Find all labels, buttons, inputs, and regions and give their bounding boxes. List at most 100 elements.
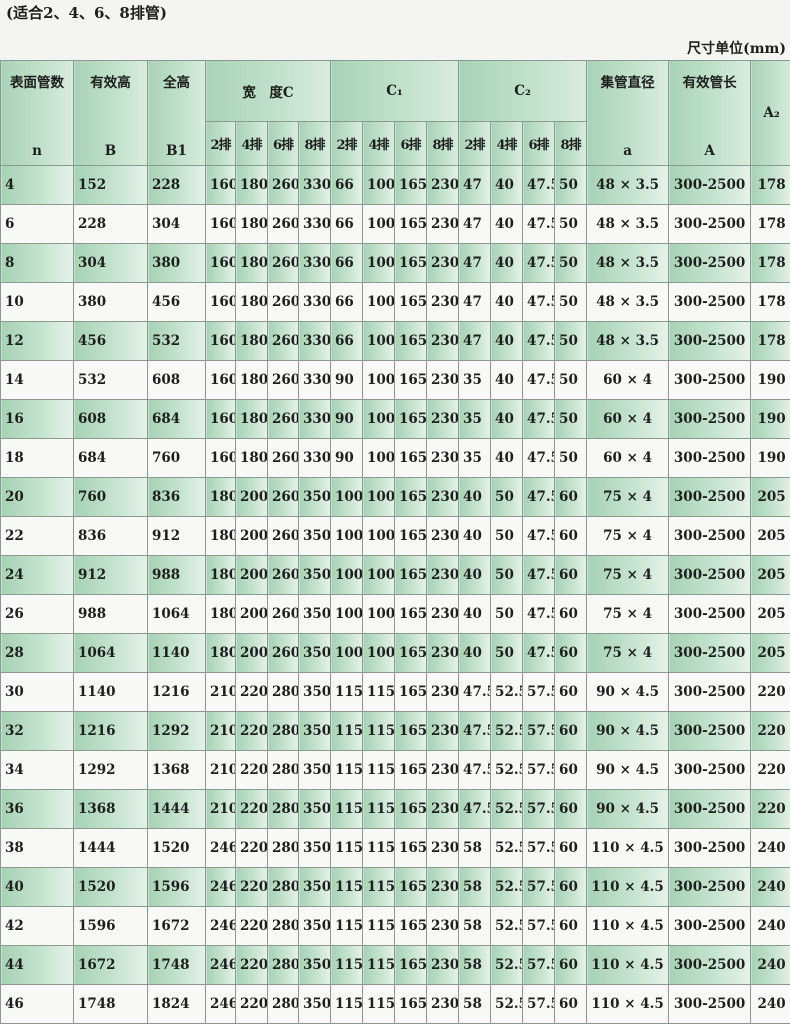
table-cell: 330 <box>299 244 331 283</box>
table-cell: 240 <box>751 829 790 868</box>
table-cell: 35 <box>459 439 491 478</box>
table-cell: 115 <box>331 790 363 829</box>
table-cell: 230 <box>427 946 459 985</box>
table-cell: 47.5 <box>523 556 555 595</box>
table-cell: 100 <box>331 556 363 595</box>
table-row: 622830416018026033066100165230474047.550… <box>1 205 790 244</box>
table-cell: 220 <box>751 712 790 751</box>
table-cell: 66 <box>331 244 363 283</box>
table-cell: 240 <box>751 946 790 985</box>
table-cell: 230 <box>427 478 459 517</box>
table-cell: 300-2500 <box>669 283 751 322</box>
table-cell: 230 <box>427 751 459 790</box>
table-cell: 330 <box>299 400 331 439</box>
header-c2-rows-0: 2排 <box>459 121 491 165</box>
table-cell: 75 × 4 <box>587 595 669 634</box>
table-cell: 350 <box>299 907 331 946</box>
table-cell: 205 <box>751 595 790 634</box>
table-cell: 300-2500 <box>669 673 751 712</box>
table-cell: 228 <box>148 166 206 205</box>
table-cell: 1672 <box>148 907 206 946</box>
table-cell: 57.5 <box>523 829 555 868</box>
table-cell: 280 <box>268 907 299 946</box>
table-cell: 160 <box>206 205 236 244</box>
table-cell: 1520 <box>148 829 206 868</box>
table-cell: 1292 <box>74 751 148 790</box>
table-cell: 40 <box>459 478 491 517</box>
table-cell: 1216 <box>148 673 206 712</box>
table-cell: 180 <box>236 361 268 400</box>
table-cell: 100 <box>363 166 395 205</box>
table-cell: 300-2500 <box>669 985 751 1024</box>
table-cell: 300-2500 <box>669 439 751 478</box>
table-cell: 60 <box>555 868 587 907</box>
table-cell: 210 <box>206 712 236 751</box>
table-cell: 58 <box>459 946 491 985</box>
table-cell: 280 <box>268 790 299 829</box>
table-cell: 260 <box>268 556 299 595</box>
table-cell: 90 <box>331 361 363 400</box>
table-cell: 350 <box>299 595 331 634</box>
table-cell: 40 <box>459 556 491 595</box>
table-cell: 16 <box>1 400 74 439</box>
table-cell: 200 <box>236 517 268 556</box>
table-cell: 165 <box>395 322 427 361</box>
table-cell: 200 <box>236 595 268 634</box>
table-cell: 52.5 <box>491 751 523 790</box>
table-cell: 300-2500 <box>669 868 751 907</box>
table-row: 1660868416018026033090100165230354047.55… <box>1 400 790 439</box>
table-cell: 230 <box>427 868 459 907</box>
table-cell: 165 <box>395 868 427 907</box>
table-cell: 90 × 4.5 <box>587 790 669 829</box>
table-cell: 40 <box>491 244 523 283</box>
table-cell: 42 <box>1 907 74 946</box>
table-cell: 50 <box>491 478 523 517</box>
table-cell: 304 <box>148 205 206 244</box>
table-row: 301140121621022028035011511516523047.552… <box>1 673 790 712</box>
table-cell: 75 × 4 <box>587 556 669 595</box>
table-cell: 20 <box>1 478 74 517</box>
table-cell: 200 <box>236 634 268 673</box>
table-cell: 100 <box>331 517 363 556</box>
table-cell: 60 <box>555 829 587 868</box>
table-cell: 178 <box>751 283 790 322</box>
table-cell: 152 <box>74 166 148 205</box>
table-cell: 50 <box>555 283 587 322</box>
table-cell: 1748 <box>74 985 148 1024</box>
table-cell: 100 <box>331 634 363 673</box>
table-cell: 60 <box>555 595 587 634</box>
table-row: 830438016018026033066100165230474047.550… <box>1 244 790 283</box>
table-cell: 205 <box>751 478 790 517</box>
table-cell: 57.5 <box>523 907 555 946</box>
table-cell: 60 <box>555 946 587 985</box>
table-cell: 50 <box>555 205 587 244</box>
table-cell: 180 <box>206 517 236 556</box>
table-cell: 47 <box>459 205 491 244</box>
table-cell: 1140 <box>148 634 206 673</box>
table-cell: 1064 <box>148 595 206 634</box>
table-cell: 115 <box>331 751 363 790</box>
table-cell: 47 <box>459 166 491 205</box>
table-cell: 115 <box>363 751 395 790</box>
table-cell: 12 <box>1 322 74 361</box>
table-cell: 47.5 <box>523 166 555 205</box>
table-cell: 48 × 3.5 <box>587 166 669 205</box>
table-cell: 47.5 <box>459 790 491 829</box>
table-cell: 47.5 <box>459 751 491 790</box>
table-cell: 115 <box>363 673 395 712</box>
table-cell: 58 <box>459 829 491 868</box>
table-cell: 165 <box>395 244 427 283</box>
table-cell: 205 <box>751 517 790 556</box>
table-cell: 50 <box>555 400 587 439</box>
table-cell: 260 <box>268 244 299 283</box>
table-cell: 230 <box>427 322 459 361</box>
table-cell: 60 <box>555 907 587 946</box>
table-cell: 47 <box>459 283 491 322</box>
table-cell: 300-2500 <box>669 595 751 634</box>
table-cell: 90 × 4.5 <box>587 712 669 751</box>
table-cell: 1292 <box>148 712 206 751</box>
table-cell: 100 <box>363 439 395 478</box>
